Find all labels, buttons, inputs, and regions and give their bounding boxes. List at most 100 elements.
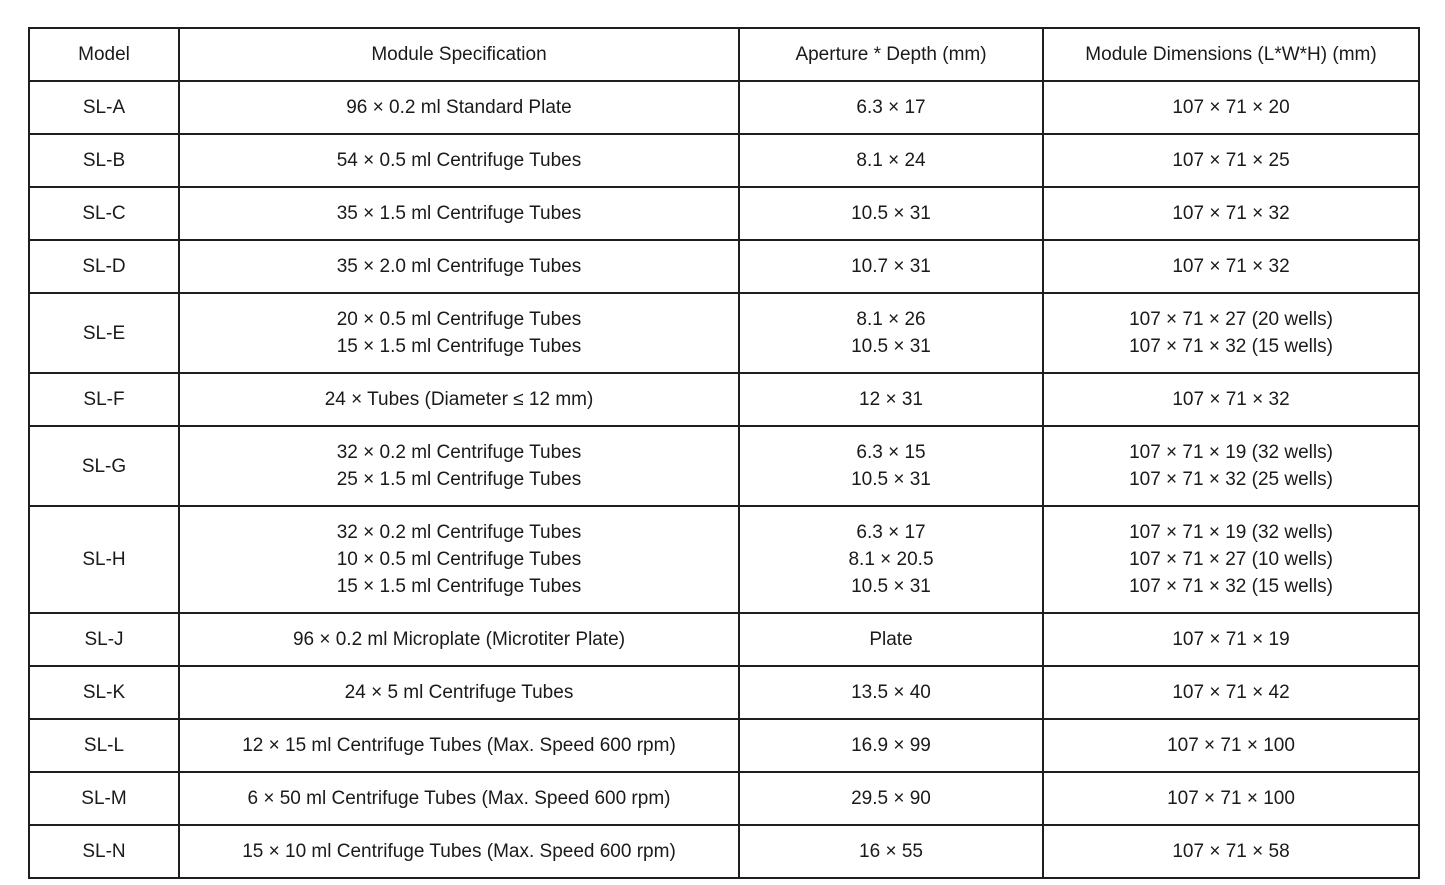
aperture-cell: 12 × 31 bbox=[738, 372, 1044, 427]
cell-line: 107 × 71 × 19 (32 wells) bbox=[1129, 522, 1333, 543]
cell-line: 8.1 × 20.5 bbox=[848, 549, 934, 570]
table-row: SL-K 24 × 5 ml Centrifuge Tubes 13.5 × 40 1… bbox=[28, 665, 1420, 720]
spec-cell: 96 × 0.2 ml Microplate (Microtiter Plate… bbox=[178, 612, 740, 667]
cell-line: SL-F bbox=[83, 389, 125, 410]
cell-line: 16 × 55 bbox=[859, 841, 923, 862]
cell-line: 15 × 1.5 ml Centrifuge Tubes bbox=[336, 336, 582, 357]
cell-line: SL-C bbox=[82, 203, 126, 224]
model-cell: SL-A bbox=[28, 80, 180, 135]
model-cell: SL-J bbox=[28, 612, 180, 667]
cell-line: 29.5 × 90 bbox=[851, 788, 931, 809]
table-row: SL-J 96 × 0.2 ml Microplate (Microtiter P… bbox=[28, 612, 1420, 667]
cell-line: 96 × 0.2 ml Standard Plate bbox=[346, 97, 572, 118]
model-cell: SL-E bbox=[28, 292, 180, 374]
model-cell: SL-K bbox=[28, 665, 180, 720]
col-header-module-dimensions: Module Dimensions (L*W*H) (mm) bbox=[1042, 27, 1420, 82]
spec-cell: 35 × 1.5 ml Centrifuge Tubes bbox=[178, 186, 740, 241]
cell-line: 107 × 71 × 58 bbox=[1172, 841, 1290, 862]
cell-line: 32 × 0.2 ml Centrifuge Tubes bbox=[336, 522, 582, 543]
cell-line: SL-D bbox=[82, 256, 126, 277]
dimensions-cell: 107 × 71 × 19 (32 wells) 107 × 71 × 32 (2… bbox=[1042, 425, 1420, 507]
cell-line: SL-A bbox=[82, 97, 126, 118]
spec-cell: 35 × 2.0 ml Centrifuge Tubes bbox=[178, 239, 740, 294]
dimensions-cell: 107 × 71 × 25 bbox=[1042, 133, 1420, 188]
cell-line: 107 × 71 × 25 bbox=[1172, 150, 1290, 171]
dimensions-cell: 107 × 71 × 100 bbox=[1042, 718, 1420, 773]
cell-line: 107 × 71 × 32 (25 wells) bbox=[1129, 469, 1333, 490]
dimensions-cell: 107 × 71 × 19 (32 wells) 107 × 71 × 27 (1… bbox=[1042, 505, 1420, 614]
cell-line: SL-B bbox=[82, 150, 126, 171]
dimensions-cell: 107 × 71 × 32 bbox=[1042, 372, 1420, 427]
dimensions-cell: 107 × 71 × 32 bbox=[1042, 186, 1420, 241]
model-cell: SL-F bbox=[28, 372, 180, 427]
spec-cell: 32 × 0.2 ml Centrifuge Tubes 10 × 0.5 ml … bbox=[178, 505, 740, 614]
col-header-module-specification: Module Specification bbox=[178, 27, 740, 82]
dimensions-cell: 107 × 71 × 58 bbox=[1042, 824, 1420, 879]
cell-line: 20 × 0.5 ml Centrifuge Tubes bbox=[336, 309, 582, 330]
spec-cell: 20 × 0.5 ml Centrifuge Tubes 15 × 1.5 ml … bbox=[178, 292, 740, 374]
cell-line: 15 × 10 ml Centrifuge Tubes (Max. Speed … bbox=[242, 841, 676, 862]
cell-line: 6.3 × 17 bbox=[856, 522, 926, 543]
cell-line: 10.5 × 31 bbox=[851, 336, 931, 357]
table-row: SL-A 96 × 0.2 ml Standard Plate 6.3 × 17 10… bbox=[28, 80, 1420, 135]
table-body: SL-A 96 × 0.2 ml Standard Plate 6.3 × 17 10… bbox=[28, 80, 1420, 879]
cell-line: 10 × 0.5 ml Centrifuge Tubes bbox=[336, 549, 582, 570]
cell-line: 35 × 1.5 ml Centrifuge Tubes bbox=[336, 203, 582, 224]
spec-cell: 6 × 50 ml Centrifuge Tubes (Max. Speed 6… bbox=[178, 771, 740, 826]
dimensions-cell: 107 × 71 × 20 bbox=[1042, 80, 1420, 135]
cell-line: SL-N bbox=[82, 841, 126, 862]
cell-line: 107 × 71 × 19 bbox=[1172, 629, 1290, 650]
cell-line: 107 × 71 × 27 (10 wells) bbox=[1129, 549, 1333, 570]
aperture-cell: 6.3 × 15 10.5 × 31 bbox=[738, 425, 1044, 507]
model-cell: SL-G bbox=[28, 425, 180, 507]
cell-line: 6.3 × 15 bbox=[856, 442, 926, 463]
cell-line: 54 × 0.5 ml Centrifuge Tubes bbox=[336, 150, 582, 171]
table-row: SL-L 12 × 15 ml Centrifuge Tubes (Max. Sp… bbox=[28, 718, 1420, 773]
cell-line: 32 × 0.2 ml Centrifuge Tubes bbox=[336, 442, 582, 463]
cell-line: 15 × 1.5 ml Centrifuge Tubes bbox=[336, 576, 582, 597]
cell-line: 6 × 50 ml Centrifuge Tubes (Max. Speed 6… bbox=[247, 788, 671, 809]
dimensions-cell: 107 × 71 × 100 bbox=[1042, 771, 1420, 826]
cell-line: 107 × 71 × 32 (15 wells) bbox=[1129, 576, 1333, 597]
table-header: Model Module Specification Aperture * De… bbox=[28, 27, 1420, 82]
table-row: SL-E 20 × 0.5 ml Centrifuge Tubes 15 × 1.5… bbox=[28, 292, 1420, 374]
cell-line: SL-E bbox=[82, 322, 126, 344]
cell-line: 107 × 71 × 32 bbox=[1172, 389, 1290, 410]
table-row: SL-H 32 × 0.2 ml Centrifuge Tubes 10 × 0.5… bbox=[28, 505, 1420, 614]
cell-line: SL-K bbox=[82, 682, 126, 703]
cell-line: 107 × 71 × 20 bbox=[1172, 97, 1290, 118]
aperture-cell: 6.3 × 17 bbox=[738, 80, 1044, 135]
table-row: SL-N 15 × 10 ml Centrifuge Tubes (Max. Sp… bbox=[28, 824, 1420, 879]
cell-line: SL-M bbox=[81, 788, 127, 809]
aperture-cell: 6.3 × 17 8.1 × 20.5 10.5 × 31 bbox=[738, 505, 1044, 614]
cell-line: 35 × 2.0 ml Centrifuge Tubes bbox=[336, 256, 582, 277]
spec-cell: 54 × 0.5 ml Centrifuge Tubes bbox=[178, 133, 740, 188]
table-row: SL-D 35 × 2.0 ml Centrifuge Tubes 10.7 × 3… bbox=[28, 239, 1420, 294]
aperture-cell: 13.5 × 40 bbox=[738, 665, 1044, 720]
model-cell: SL-D bbox=[28, 239, 180, 294]
cell-line: SL-G bbox=[81, 455, 127, 477]
cell-line: 12 × 15 ml Centrifuge Tubes (Max. Speed … bbox=[242, 735, 676, 756]
cell-line: 107 × 71 × 100 bbox=[1167, 735, 1295, 756]
spec-cell: 24 × 5 ml Centrifuge Tubes bbox=[178, 665, 740, 720]
cell-line: 12 × 31 bbox=[859, 389, 923, 410]
dimensions-cell: 107 × 71 × 19 bbox=[1042, 612, 1420, 667]
cell-line: 107 × 71 × 27 (20 wells) bbox=[1129, 309, 1333, 330]
col-header-aperture-depth: Aperture * Depth (mm) bbox=[738, 27, 1044, 82]
cell-line: SL-L bbox=[83, 735, 125, 756]
table-row: SL-B 54 × 0.5 ml Centrifuge Tubes 8.1 × 24… bbox=[28, 133, 1420, 188]
cell-line: 107 × 71 × 32 (15 wells) bbox=[1129, 336, 1333, 357]
aperture-cell: 8.1 × 24 bbox=[738, 133, 1044, 188]
spec-cell: 96 × 0.2 ml Standard Plate bbox=[178, 80, 740, 135]
cell-line: SL-J bbox=[84, 629, 124, 650]
cell-line: 6.3 × 17 bbox=[856, 97, 926, 118]
cell-line: 107 × 71 × 100 bbox=[1167, 788, 1295, 809]
cell-line: 16.9 × 99 bbox=[851, 735, 931, 756]
cell-line: 107 × 71 × 19 (32 wells) bbox=[1129, 442, 1333, 463]
table-row: SL-C 35 × 1.5 ml Centrifuge Tubes 10.5 × 3… bbox=[28, 186, 1420, 241]
cell-line: 107 × 71 × 32 bbox=[1172, 203, 1290, 224]
cell-line: 8.1 × 24 bbox=[856, 150, 926, 171]
cell-line: 10.5 × 31 bbox=[851, 203, 931, 224]
dimensions-cell: 107 × 71 × 42 bbox=[1042, 665, 1420, 720]
